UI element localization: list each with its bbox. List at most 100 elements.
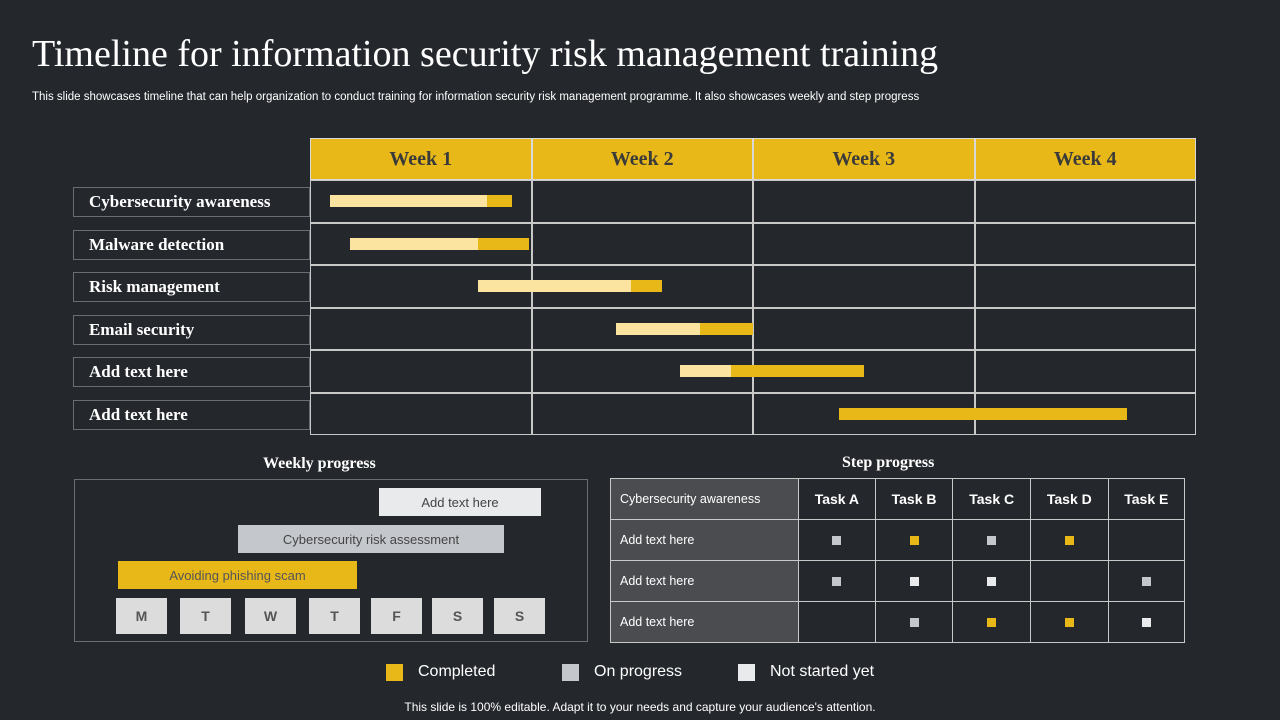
legend-label: Completed bbox=[418, 663, 496, 680]
status-marker bbox=[909, 617, 919, 627]
gantt-bar bbox=[487, 195, 512, 207]
status-marker bbox=[909, 576, 919, 586]
step-cell bbox=[798, 560, 876, 602]
gantt-bar bbox=[478, 280, 632, 292]
legend-item: Not started yet bbox=[738, 663, 874, 681]
step-cell bbox=[1030, 601, 1109, 643]
grid-cell bbox=[753, 222, 975, 265]
task-header: Task C bbox=[952, 478, 1031, 520]
status-marker bbox=[1064, 617, 1074, 627]
day-box: S bbox=[494, 598, 545, 634]
status-marker bbox=[832, 535, 842, 545]
legend-item: Completed bbox=[386, 663, 495, 681]
timeline-gantt: Week 1 Week 2 Week 3 Week 4 bbox=[310, 138, 1196, 435]
grid-cell bbox=[310, 222, 532, 265]
gantt-bar bbox=[349, 237, 479, 250]
task-header: Task B bbox=[874, 478, 954, 520]
legend-item: On progress bbox=[562, 663, 682, 681]
grid-cell bbox=[974, 180, 1196, 223]
gantt-bar bbox=[839, 407, 1128, 420]
day-box: F bbox=[371, 598, 422, 634]
task-row-label: Email security bbox=[73, 314, 310, 345]
step-cell bbox=[1107, 601, 1186, 643]
weekly-bar: Avoiding phishing scam bbox=[118, 561, 357, 589]
step-cell bbox=[798, 601, 876, 643]
gantt-bar bbox=[631, 280, 663, 292]
day-box: M bbox=[116, 598, 167, 634]
task-row-label: Cybersecurity awareness bbox=[73, 187, 310, 217]
day-box: T bbox=[180, 598, 231, 634]
step-cell bbox=[1107, 560, 1186, 602]
task-header: Task A bbox=[798, 478, 876, 520]
legend-swatch bbox=[738, 663, 755, 681]
step-cell bbox=[952, 601, 1031, 643]
gantt-bar bbox=[478, 237, 530, 250]
legend-swatch bbox=[562, 663, 579, 681]
gantt-bar bbox=[699, 322, 753, 335]
status-marker bbox=[987, 576, 997, 586]
task-row-label: Risk management bbox=[73, 272, 310, 302]
status-marker bbox=[987, 617, 997, 627]
step-progress-title: Step progress bbox=[842, 454, 935, 471]
step-row-label: Add text here bbox=[610, 519, 799, 561]
step-cell bbox=[874, 601, 954, 643]
status-marker bbox=[832, 576, 842, 586]
task-header: Task D bbox=[1030, 478, 1109, 520]
step-cell bbox=[1107, 519, 1186, 561]
grid-cell bbox=[531, 222, 753, 265]
task-row-label: Add text here bbox=[73, 399, 310, 430]
status-marker bbox=[1141, 617, 1151, 627]
grid-cell bbox=[974, 222, 1196, 265]
gantt-bar bbox=[329, 195, 488, 207]
day-box: S bbox=[432, 598, 483, 634]
week-header: Week 4 bbox=[974, 138, 1196, 180]
status-marker bbox=[987, 535, 997, 545]
step-cell bbox=[874, 519, 954, 561]
status-marker bbox=[909, 535, 919, 545]
status-marker bbox=[1141, 576, 1151, 586]
week-header: Week 3 bbox=[753, 138, 975, 180]
grid-cell bbox=[753, 307, 975, 350]
step-progress-table: Cybersecurity awareness Task A Task B Ta… bbox=[610, 478, 1186, 643]
grid-cell bbox=[531, 180, 753, 223]
grid-cell bbox=[974, 265, 1196, 308]
weekly-progress-box bbox=[74, 479, 588, 642]
weekly-bar: Add text here bbox=[379, 488, 541, 516]
step-cell bbox=[1030, 560, 1109, 602]
step-header: Cybersecurity awareness bbox=[610, 478, 799, 520]
gantt-bar bbox=[615, 322, 700, 335]
legend-label: On progress bbox=[594, 663, 683, 680]
step-cell bbox=[874, 560, 954, 602]
status-marker bbox=[1064, 535, 1074, 545]
legend-label: Not started yet bbox=[770, 663, 875, 680]
day-box: W bbox=[245, 598, 296, 634]
grid-cell bbox=[310, 350, 532, 393]
step-cell bbox=[952, 519, 1031, 561]
grid-cell bbox=[974, 307, 1196, 350]
gantt-bar bbox=[679, 365, 731, 377]
gantt-bar bbox=[730, 365, 864, 377]
week-header: Week 2 bbox=[531, 138, 753, 180]
legend-swatch bbox=[386, 663, 403, 681]
step-row-label: Add text here bbox=[610, 560, 799, 602]
weekly-progress-title: Weekly progress bbox=[263, 455, 376, 472]
task-header: Task E bbox=[1107, 478, 1186, 520]
grid-cell bbox=[310, 307, 532, 350]
grid-cell bbox=[310, 392, 532, 435]
step-cell bbox=[1030, 519, 1109, 561]
footer-note: This slide is 100% editable. Adapt it to… bbox=[404, 700, 876, 714]
step-cell bbox=[952, 560, 1031, 602]
week-header: Week 1 bbox=[310, 138, 532, 180]
grid-cell bbox=[753, 265, 975, 308]
page-subtitle: This slide showcases timeline that can h… bbox=[32, 91, 920, 103]
day-box: T bbox=[309, 598, 360, 634]
grid-cell bbox=[310, 180, 532, 223]
task-row-label: Malware detection bbox=[73, 229, 310, 260]
page-title: Timeline for information security risk m… bbox=[32, 33, 939, 75]
grid-cell bbox=[531, 392, 753, 435]
grid-cell bbox=[974, 350, 1196, 393]
step-row-label: Add text here bbox=[610, 601, 799, 643]
task-row-label: Add text here bbox=[73, 357, 310, 387]
step-cell bbox=[798, 519, 876, 561]
weekly-bar: Cybersecurity risk assessment bbox=[238, 525, 504, 553]
